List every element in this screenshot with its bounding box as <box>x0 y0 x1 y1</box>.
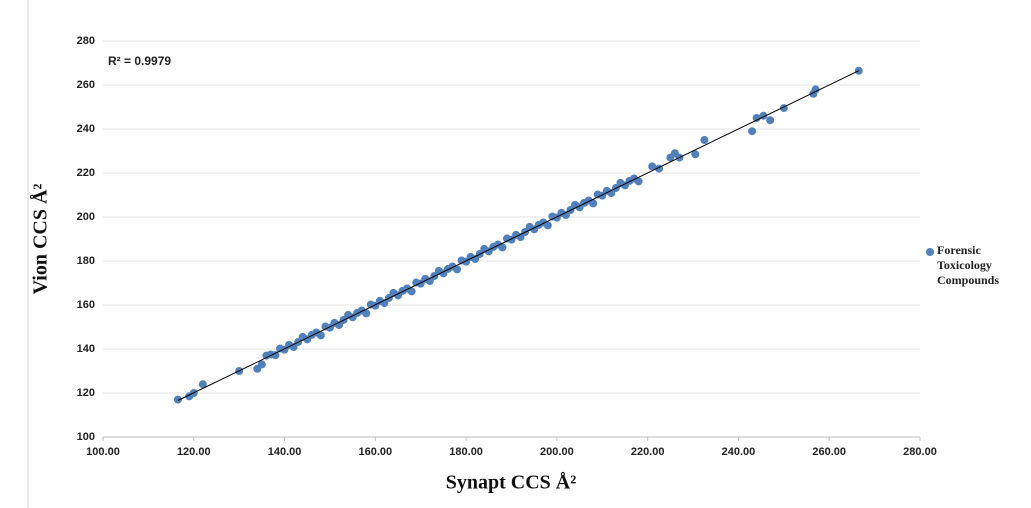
legend-label: Forensic Toxicology Compounds <box>937 243 1000 287</box>
data-point <box>271 351 280 360</box>
data-point <box>748 127 757 136</box>
y-tick-label: 200 <box>77 211 95 223</box>
data-point <box>648 162 657 171</box>
legend-marker <box>926 248 934 256</box>
x-tick-label: 120.00 <box>177 446 211 458</box>
trendline <box>177 70 859 401</box>
x-tick-label: 160.00 <box>359 446 393 458</box>
x-tick-label: 180.00 <box>449 446 483 458</box>
x-tick-label: 240.00 <box>722 446 756 458</box>
y-axis-title: Vion CCS Å² <box>29 184 52 295</box>
data-point <box>257 360 266 369</box>
y-tick-label: 280 <box>77 35 95 47</box>
y-tick-label: 160 <box>77 299 95 311</box>
x-tick-label: 220.00 <box>631 446 665 458</box>
x-tick-label: 280.00 <box>903 446 937 458</box>
data-point <box>543 221 552 230</box>
x-tick-label: 260.00 <box>812 446 846 458</box>
data-point <box>634 177 643 186</box>
data-point <box>407 287 416 296</box>
x-tick-label: 140.00 <box>268 446 302 458</box>
y-tick-label: 120 <box>77 387 95 399</box>
data-point <box>752 114 761 122</box>
r-squared-annotation: R² = 0.9979 <box>108 54 171 68</box>
x-tick-label: 100.00 <box>86 446 120 458</box>
data-point <box>589 199 598 208</box>
data-point <box>691 150 700 159</box>
data-point <box>700 136 709 144</box>
x-axis-title: Synapt CCS Å² <box>446 471 576 494</box>
y-tick-label: 100 <box>77 431 95 443</box>
data-point <box>811 85 820 94</box>
y-tick-label: 260 <box>77 79 95 91</box>
y-tick-label: 140 <box>77 343 95 355</box>
x-tick-label: 200.00 <box>540 446 574 458</box>
data-point <box>262 351 271 360</box>
data-point <box>766 116 775 125</box>
data-point <box>316 331 325 340</box>
y-tick-label: 220 <box>77 167 95 179</box>
data-point <box>362 309 371 318</box>
data-point <box>173 395 182 404</box>
y-tick-label: 180 <box>77 255 95 267</box>
data-point <box>453 265 462 274</box>
y-tick-label: 240 <box>77 123 95 135</box>
data-point <box>498 243 507 252</box>
data-point <box>198 380 207 389</box>
